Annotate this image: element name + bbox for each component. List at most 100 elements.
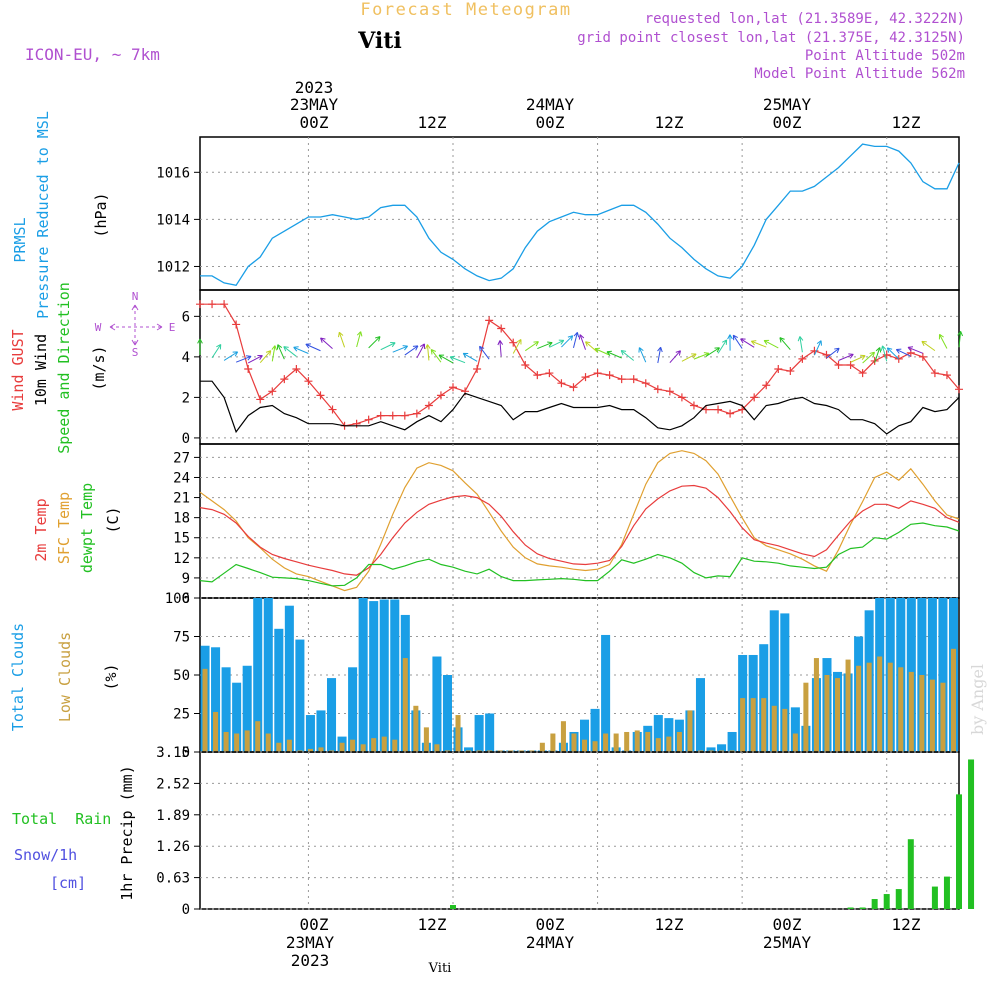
pressure-line bbox=[200, 143, 960, 287]
total-cloud-bar bbox=[253, 598, 263, 752]
wind-direction-arrow bbox=[657, 347, 662, 364]
y-tick-label: 3.15 bbox=[156, 745, 190, 761]
total-cloud-bar bbox=[769, 610, 779, 752]
wind-gust-marker bbox=[870, 356, 879, 365]
low-clouds-label: Low Clouds bbox=[56, 632, 74, 722]
low-cloud-bar bbox=[434, 744, 440, 752]
compass-arrow-west bbox=[109, 323, 116, 331]
wind-labels: Wind GUST 10m Wind Speed and Direction (… bbox=[9, 282, 175, 454]
snow-unit: [cm] bbox=[50, 874, 86, 892]
total-cloud-bar bbox=[242, 665, 252, 752]
wind-direction-arrow bbox=[874, 347, 881, 363]
low-cloud-bar bbox=[423, 727, 429, 752]
wind-arrow-head bbox=[216, 344, 222, 350]
wind-gust-marker bbox=[918, 352, 927, 361]
temp-dewpt-label: dewpt Temp bbox=[78, 483, 96, 573]
wind-arrow-head bbox=[657, 346, 663, 353]
total-cloud-bar bbox=[348, 667, 358, 752]
y-tick-label: 1016 bbox=[156, 165, 190, 181]
y-tick-label: 0 bbox=[182, 431, 190, 447]
total-cloud-bar bbox=[369, 601, 379, 752]
wind-gust-marker bbox=[280, 375, 289, 384]
top-time-axis: 2023 23MAY 24MAY 25MAY 00Z 12Z 00Z 12Z 0… bbox=[290, 78, 921, 132]
wind-arrow-head bbox=[921, 340, 927, 347]
low-cloud-bar bbox=[771, 705, 777, 752]
wind-gust-marker bbox=[702, 405, 710, 414]
low-cloud-bar bbox=[856, 665, 862, 752]
wind-gust-marker bbox=[726, 409, 735, 418]
wind-direction-arrow bbox=[438, 354, 454, 364]
low-cloud-bar bbox=[350, 739, 356, 752]
total-cloud-bar bbox=[327, 678, 337, 752]
temp-unit: (C) bbox=[104, 506, 122, 533]
bottom-time-axis: 00Z 12Z 00Z 12Z 00Z 12Z 23MAY 24MAY 25MA… bbox=[286, 915, 921, 976]
cloud-labels: Total Clouds Low Clouds (%) bbox=[9, 623, 120, 731]
low-cloud-bar bbox=[550, 733, 556, 752]
wind-direction-arrow bbox=[939, 334, 948, 349]
low-cloud-bar bbox=[824, 675, 830, 752]
wind-direction-arrow bbox=[779, 337, 791, 351]
model-label: ICON-EU, ~ 7km bbox=[25, 45, 160, 64]
wind-arrow-head bbox=[886, 347, 893, 353]
y-tick-label: 9 bbox=[182, 571, 190, 587]
wind-gust-line bbox=[200, 303, 960, 427]
wind-direction-arrow bbox=[881, 345, 888, 362]
wind-10m-label: 10m Wind bbox=[32, 334, 50, 406]
wind-direction-arrow bbox=[907, 346, 924, 354]
precip-bar bbox=[847, 907, 854, 909]
top-date-1: 23MAY bbox=[290, 95, 339, 114]
wind-arrow-head bbox=[938, 333, 944, 340]
low-cloud-bar bbox=[845, 659, 851, 752]
precip-labels: Total Rain Snow/1h [cm] 1hr Precip (mm) bbox=[12, 765, 136, 900]
total-cloud-bar bbox=[295, 639, 305, 752]
wind-arrow-head bbox=[957, 331, 964, 337]
wind-direction-arrow bbox=[669, 350, 681, 363]
low-cloud-bar bbox=[571, 733, 577, 752]
compass-arrow-north bbox=[131, 304, 139, 311]
low-cloud-bar bbox=[329, 750, 335, 752]
panel-frame bbox=[199, 289, 960, 445]
wind-direction-arrow bbox=[293, 346, 309, 354]
low-cloud-bar bbox=[792, 733, 798, 752]
wind-direction-label: Speed and Direction bbox=[55, 282, 73, 454]
low-cloud-bar bbox=[666, 736, 672, 752]
wind-gust-marker bbox=[412, 409, 421, 418]
total-cloud-bar bbox=[358, 598, 368, 752]
precip-bar bbox=[871, 899, 878, 909]
total-cloud-bar bbox=[221, 667, 231, 752]
wind-gust-marker bbox=[196, 300, 204, 309]
temperature-labels: 2m Temp SFC Temp dewpt Temp (C) bbox=[32, 483, 122, 573]
watermark: by Angel bbox=[968, 664, 987, 735]
wind-direction-arrow bbox=[223, 351, 238, 361]
wind-gust-marker bbox=[220, 300, 229, 309]
y-tick-label: 4 bbox=[182, 350, 190, 366]
temperature-panel: 6 9 12 15 18 21 24 27 bbox=[173, 443, 960, 607]
low-cloud-bar bbox=[740, 698, 746, 752]
low-cloud-bar bbox=[835, 678, 841, 752]
wind-gust-marker bbox=[629, 375, 638, 384]
wind-gust-label: Wind GUST bbox=[9, 329, 27, 410]
low-cloud-bar bbox=[286, 739, 292, 752]
wind-arrow-head bbox=[585, 341, 591, 347]
wind-direction-arrow bbox=[572, 332, 578, 349]
wind-gust-marker bbox=[292, 365, 301, 374]
low-cloud-bar bbox=[508, 750, 514, 752]
wind-gust-marker bbox=[617, 375, 626, 384]
wind-direction-arrow bbox=[751, 340, 767, 348]
wind-direction-arrow bbox=[705, 347, 720, 357]
y-tick-label: 1.26 bbox=[156, 839, 190, 855]
model-altitude: Model Point Altitude 562m bbox=[754, 66, 965, 82]
wind-gust-marker bbox=[762, 381, 771, 390]
total-cloud-bar bbox=[601, 634, 611, 752]
wind-arrow-head bbox=[558, 339, 565, 345]
wind-gust-marker bbox=[641, 379, 650, 388]
total-cloud-bar bbox=[316, 710, 326, 752]
compass-north: N bbox=[132, 290, 139, 303]
cloud-unit: (%) bbox=[102, 663, 120, 690]
wind-arrow-head bbox=[232, 351, 239, 357]
wind-gust-marker bbox=[593, 369, 602, 378]
wind-gust-marker bbox=[569, 383, 578, 392]
top-tick-2: 12Z bbox=[418, 113, 447, 132]
wind-arrow-head bbox=[430, 349, 437, 355]
total-cloud-bar bbox=[706, 747, 716, 752]
